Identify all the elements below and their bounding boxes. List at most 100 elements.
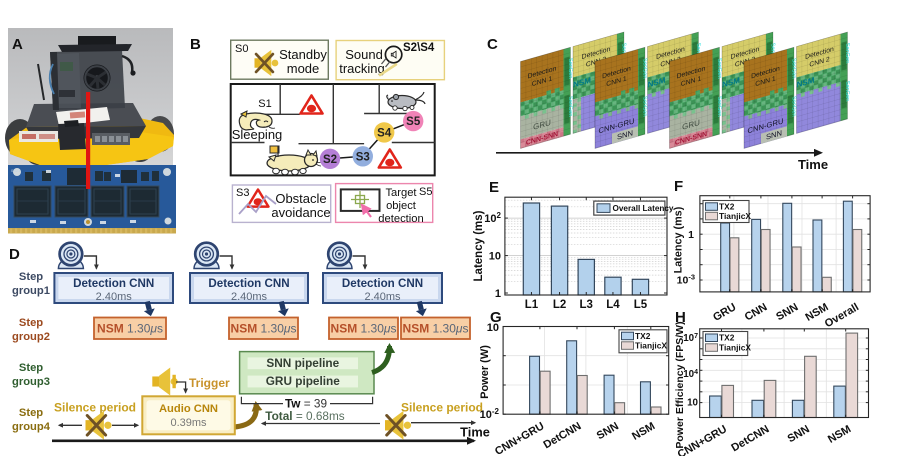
svg-text:SNN: SNN [595,420,621,442]
svg-text:SenGen: SenGen [844,42,850,64]
svg-text:102: 102 [484,211,501,226]
svg-text:group1: group1 [12,285,50,297]
svg-text:Detection CNN: Detection CNN [342,277,423,290]
svg-text:GRU: GRU [711,301,738,324]
svg-text:S2: S2 [323,154,337,166]
svg-text:0S21: 0S21 [11,168,21,173]
svg-text:GRU pipeline: GRU pipeline [266,374,341,388]
svg-text:TX2: TX2 [719,201,735,211]
svg-text:Power Efficiency (FPS/W): Power Efficiency (FPS/W) [674,321,686,448]
svg-text:CNN: CNN [743,301,770,323]
svg-text:NSM 1.30μs: NSM 1.30μs [403,322,469,336]
svg-text:10-2: 10-2 [480,407,500,422]
svg-text:SNN pipeline: SNN pipeline [266,356,339,370]
svg-text:1: 1 [688,229,694,241]
svg-text:Step: Step [19,317,43,329]
svg-text:NSM 1.30μs: NSM 1.30μs [331,322,397,336]
svg-text:TX2: TX2 [719,333,735,343]
svg-text:SenGen: SenGen [567,96,573,118]
svg-text:C: C [487,36,498,53]
svg-text:Detection CNN: Detection CNN [73,277,154,290]
svg-text:SenGen: SenGen [716,58,722,80]
svg-text:Time: Time [798,157,828,172]
svg-text:L3: L3 [580,299,593,311]
svg-text:TX2: TX2 [635,331,651,341]
svg-text:Step: Step [19,362,43,374]
svg-text:S4: S4 [377,127,392,139]
svg-text:104: 104 [683,369,698,381]
svg-text:tracking: tracking [339,61,385,76]
svg-text:SNN: SNN [786,423,812,445]
svg-text:Step: Step [19,407,43,419]
svg-text:2.40ms: 2.40ms [231,291,268,303]
svg-text:mode: mode [287,61,320,76]
svg-text:S3: S3 [356,151,370,163]
svg-text:Sound: Sound [345,47,383,62]
svg-text:TianjicX: TianjicX [719,342,751,352]
svg-text:E: E [489,179,499,196]
svg-text:TianjicX: TianjicX [635,340,667,350]
svg-text:A: A [12,36,23,53]
svg-text:S2\S4: S2\S4 [403,42,435,54]
svg-text:S1: S1 [258,98,271,110]
svg-text:Detection CNN: Detection CNN [208,277,289,290]
svg-text:Obstacle: Obstacle [275,191,326,206]
svg-text:Time: Time [460,425,490,440]
svg-text:D: D [9,246,20,263]
svg-text:Standby: Standby [279,47,327,62]
svg-text:DetCNN: DetCNN [729,423,771,454]
svg-text:Overall: Overall [823,301,861,330]
svg-text:Power (W): Power (W) [479,345,491,399]
svg-text:0.39ms: 0.39ms [170,417,207,429]
svg-text:DetCNN: DetCNN [541,420,583,451]
svg-text:NSM 1.30μs: NSM 1.30μs [97,322,163,336]
svg-text:L2: L2 [553,299,566,311]
svg-text:NSM: NSM [826,423,853,446]
svg-text:SenGen: SenGen [769,42,775,64]
svg-text:1: 1 [495,288,501,300]
svg-text:Silence period: Silence period [401,401,483,415]
svg-text:F: F [674,178,683,195]
svg-text:107: 107 [683,333,698,345]
svg-text:SenGen: SenGen [790,58,796,80]
svg-text:TianjicX: TianjicX [719,211,751,221]
svg-text:G: G [490,309,502,326]
svg-text:Total = 0.68ms: Total = 0.68ms [265,409,345,423]
svg-text:L4: L4 [606,299,620,311]
svg-text:SenGen: SenGen [641,58,647,80]
svg-text:Latency (ms): Latency (ms) [673,206,685,273]
svg-text:S5: S5 [419,186,432,198]
svg-text:Latency (ms): Latency (ms) [473,210,485,281]
svg-text:Overall Latency: Overall Latency [613,204,674,213]
svg-text:CNN+GRU: CNN+GRU [493,420,546,456]
svg-text:SenGen: SenGen [716,96,722,118]
svg-text:SenGen: SenGen [567,58,573,80]
svg-text:Tw = 39: Tw = 39 [285,397,327,411]
svg-text:group4: group4 [12,421,51,433]
svg-text:Step: Step [19,271,43,283]
svg-text:NSM 1.30μs: NSM 1.30μs [231,322,297,336]
svg-text:S3: S3 [236,187,249,199]
svg-text:Sleeping: Sleeping [232,127,283,142]
svg-text:B: B [190,36,201,53]
svg-text:group3: group3 [12,376,50,388]
svg-text:2.40ms: 2.40ms [364,291,401,303]
svg-text:SenGen: SenGen [695,42,701,64]
svg-text:Audio CNN: Audio CNN [159,403,218,415]
svg-text:SenGen: SenGen [620,42,626,64]
svg-text:object: object [386,200,417,212]
svg-text:Silence period: Silence period [54,401,136,415]
svg-text:10: 10 [487,322,499,334]
svg-text:L5: L5 [634,299,648,311]
svg-text:H: H [675,309,686,326]
svg-text:SenGen: SenGen [641,96,647,118]
svg-text:10: 10 [687,398,698,409]
svg-text:detection: detection [378,213,423,225]
svg-text:Trigger: Trigger [189,376,230,390]
svg-text:Target: Target [385,187,417,199]
svg-text:SenGen: SenGen [790,96,796,118]
svg-text:avoidance: avoidance [271,205,330,220]
svg-text:NSM: NSM [630,420,657,443]
svg-text:S0: S0 [235,43,248,55]
svg-text:SNN: SNN [774,301,800,323]
